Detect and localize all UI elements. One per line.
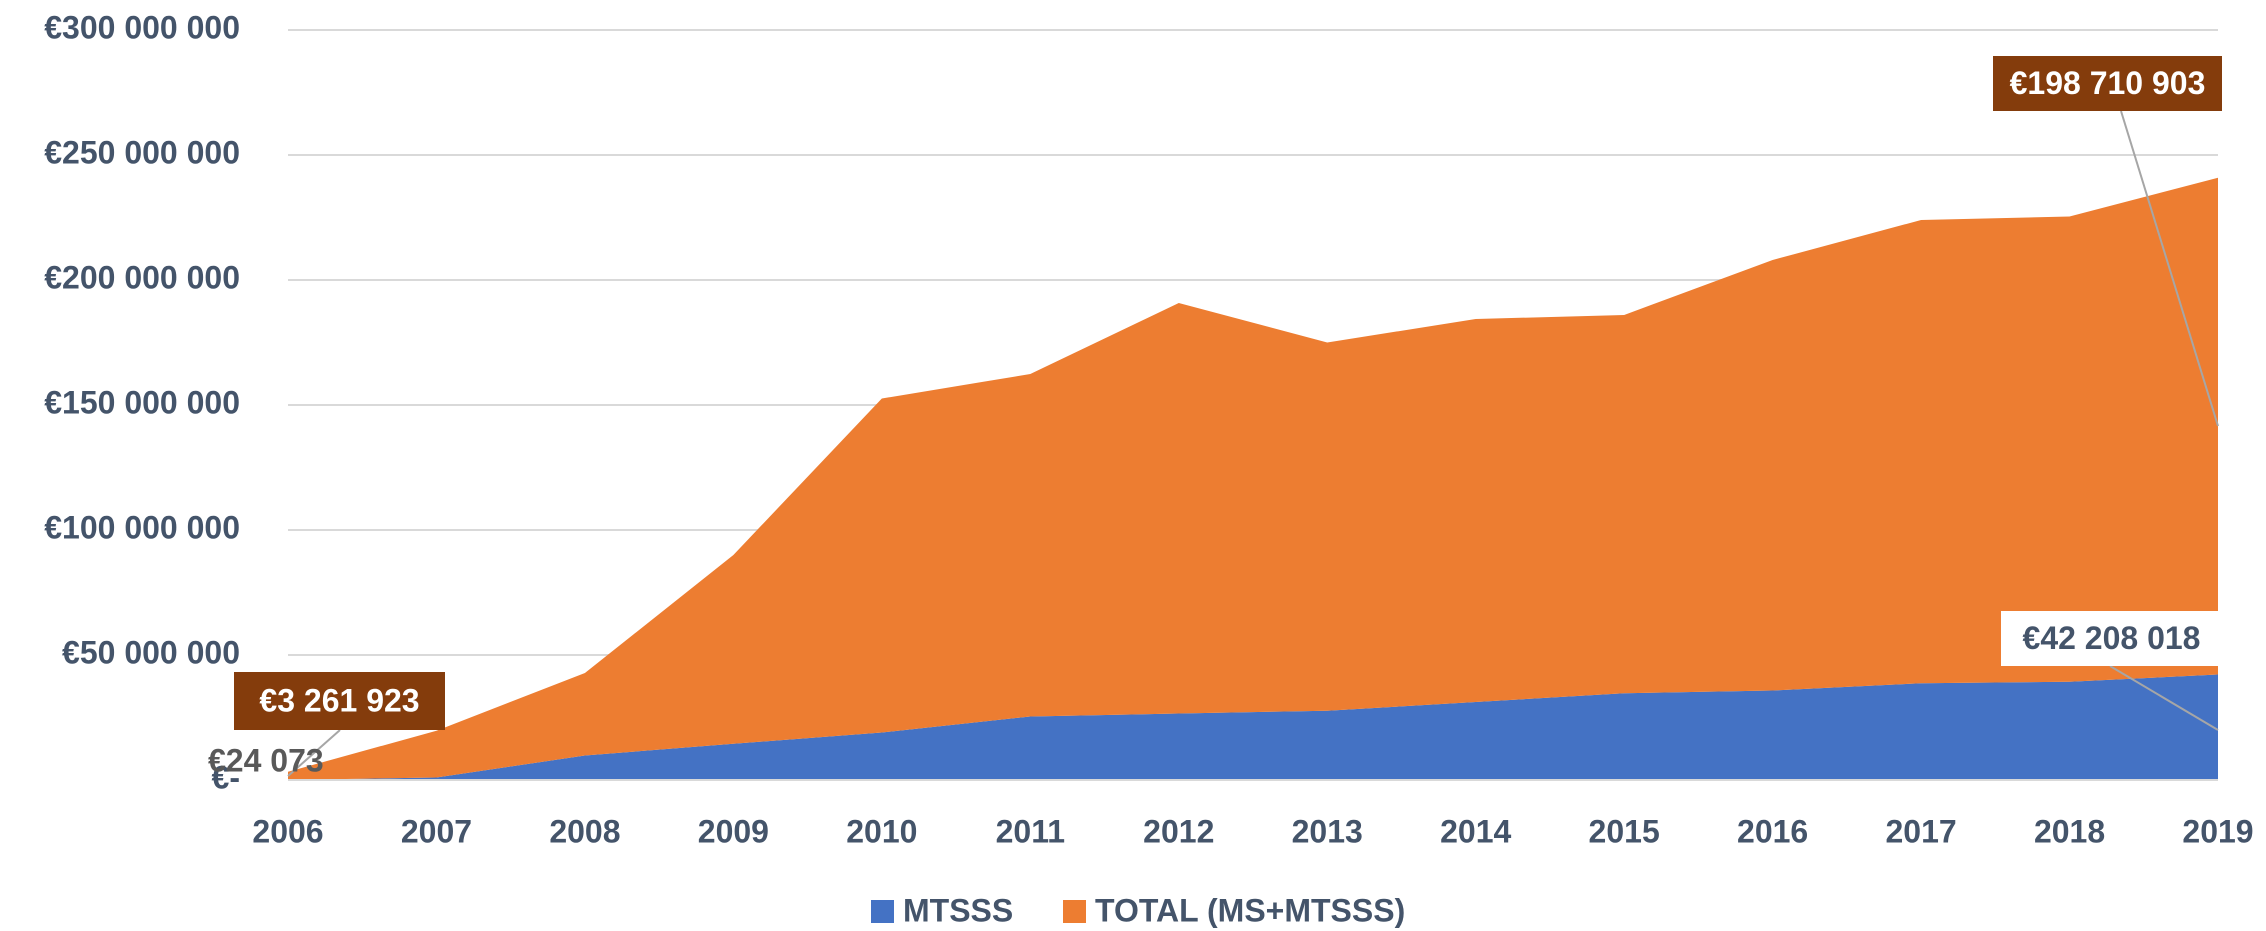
x-tick-label: 2007 bbox=[401, 813, 472, 849]
leader-line bbox=[2109, 665, 2219, 731]
y-tick-label: €50 000 000 bbox=[62, 634, 240, 670]
x-tick-label: 2017 bbox=[1885, 813, 1956, 849]
x-tick-label: 2015 bbox=[1589, 813, 1660, 849]
x-tick-label: 2008 bbox=[549, 813, 620, 849]
area bbox=[288, 177, 2218, 780]
x-tick-label: 2011 bbox=[996, 813, 1065, 849]
data-label: €42 208 018 bbox=[2023, 620, 2201, 656]
data-label: €3 261 923 bbox=[259, 682, 419, 718]
y-tick-label: €100 000 000 bbox=[44, 509, 240, 545]
legend-swatch bbox=[871, 900, 894, 923]
y-tick-label: €300 000 000 bbox=[44, 9, 240, 45]
area bbox=[288, 674, 2218, 780]
y-tick-label: €250 000 000 bbox=[44, 134, 240, 170]
x-tick-label: 2009 bbox=[698, 813, 769, 849]
y-tick-label: €200 000 000 bbox=[44, 259, 240, 295]
x-tick-label: 2019 bbox=[2182, 813, 2253, 849]
x-tick-label: 2006 bbox=[252, 813, 323, 849]
x-tick-label: 2013 bbox=[1292, 813, 1363, 849]
legend-swatch bbox=[1063, 900, 1086, 923]
data-label-box bbox=[1993, 56, 2222, 111]
data-label-box bbox=[2001, 611, 2222, 666]
legend-label: TOTAL (MS+MTSSS) bbox=[1095, 892, 1405, 928]
y-tick-label: €150 000 000 bbox=[44, 384, 240, 420]
x-tick-label: 2018 bbox=[2034, 813, 2105, 849]
x-tick-label: 2014 bbox=[1440, 813, 1511, 849]
x-tick-label: 2012 bbox=[1143, 813, 1214, 849]
legend-label: MTSSS bbox=[903, 892, 1013, 928]
data-label: €24 073 bbox=[208, 742, 324, 778]
leader-line bbox=[2120, 110, 2219, 427]
x-tick-label: 2010 bbox=[846, 813, 917, 849]
data-label-box bbox=[234, 672, 445, 730]
leader-line bbox=[287, 729, 341, 777]
y-tick-label: €- bbox=[212, 759, 240, 795]
data-label: €198 710 903 bbox=[2010, 65, 2206, 101]
x-tick-label: 2016 bbox=[1737, 813, 1808, 849]
